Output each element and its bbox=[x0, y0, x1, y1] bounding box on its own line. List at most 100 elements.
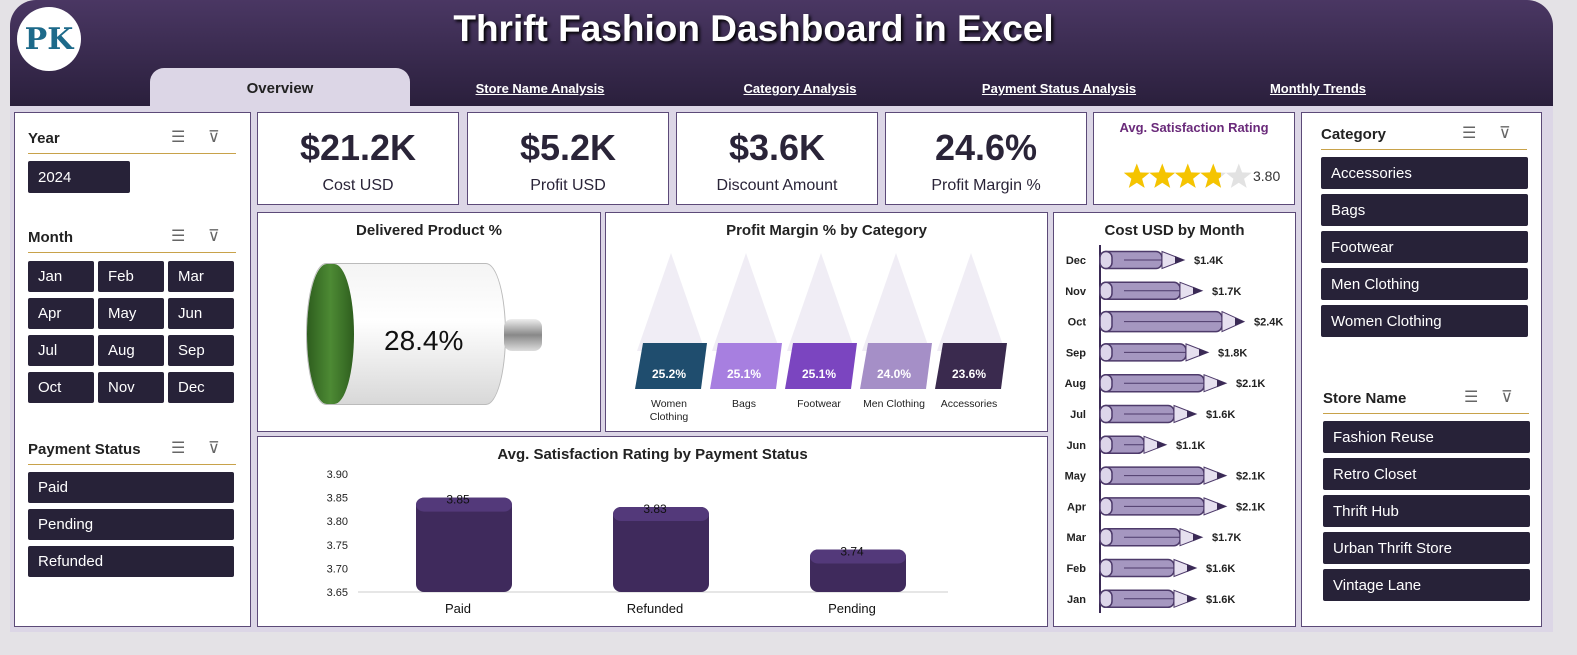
kpi-value: $3.6K bbox=[728, 127, 826, 168]
battery-gauge bbox=[306, 263, 506, 405]
multi-select-icon[interactable]: ☰ bbox=[171, 228, 186, 245]
battery-terminal bbox=[504, 319, 542, 351]
slicer-item-month[interactable]: Mar bbox=[168, 261, 234, 292]
slicer-item-category[interactable]: Footwear bbox=[1321, 231, 1528, 263]
pyramid-bar bbox=[635, 343, 707, 389]
slicer-title-month: Month bbox=[28, 229, 73, 246]
pyramid-top bbox=[937, 253, 1005, 351]
pyramid-bar bbox=[710, 343, 782, 389]
data-label: $2.1K bbox=[1236, 378, 1265, 390]
tab-overview[interactable]: Overview bbox=[150, 68, 410, 106]
slicer-item-year[interactable]: 2024 bbox=[28, 161, 130, 193]
pyramid-bar bbox=[860, 343, 932, 389]
kpi-card: 24.6% Profit Margin % bbox=[885, 112, 1087, 205]
slicer-item-month[interactable]: Nov bbox=[98, 372, 164, 403]
tab-payment-status-analysis[interactable]: Payment Status Analysis bbox=[981, 81, 1137, 96]
star-icon bbox=[1149, 163, 1176, 188]
tab-monthly-trends[interactable]: Monthly Trends bbox=[1269, 81, 1367, 96]
slicer-item-category[interactable]: Women Clothing bbox=[1321, 305, 1528, 337]
slicer-item-store[interactable]: Fashion Reuse bbox=[1323, 421, 1530, 453]
bar-top bbox=[810, 549, 906, 564]
slicer-item-month[interactable]: May bbox=[98, 298, 164, 329]
star-icon bbox=[1124, 163, 1150, 188]
slicer-item-category[interactable]: Men Clothing bbox=[1321, 268, 1528, 300]
data-label: $1.6K bbox=[1206, 594, 1235, 606]
slicer-item-month[interactable]: Feb bbox=[98, 261, 164, 292]
data-label: 3.83 bbox=[643, 502, 667, 516]
kpi-value: $5.2K bbox=[519, 127, 617, 168]
star-icon bbox=[1200, 163, 1221, 188]
clear-filter-icon[interactable]: ⊽ bbox=[1501, 389, 1513, 406]
rating-title: Avg. Satisfaction Rating bbox=[1119, 120, 1269, 135]
slicer-item-store[interactable]: Vintage Lane bbox=[1323, 569, 1530, 601]
slicer-item-store[interactable]: Thrift Hub bbox=[1323, 495, 1530, 527]
month-label: Jun bbox=[1066, 440, 1086, 452]
multi-select-icon[interactable]: ☰ bbox=[1462, 125, 1477, 142]
month-label: Nov bbox=[1065, 286, 1087, 298]
slicer-item-month[interactable]: Sep bbox=[168, 335, 234, 366]
pencil-bar bbox=[1099, 527, 1204, 547]
slicer-item-month[interactable]: Jun bbox=[168, 298, 234, 329]
category-label: Accessories bbox=[941, 398, 998, 410]
star-icon bbox=[1225, 163, 1252, 188]
logo: PK bbox=[17, 7, 81, 71]
data-label: 3.74 bbox=[840, 545, 864, 559]
slicer-item-store[interactable]: Urban Thrift Store bbox=[1323, 532, 1530, 564]
month-label: Apr bbox=[1067, 501, 1087, 513]
left-slicer-panel bbox=[14, 112, 251, 627]
slicer-divider bbox=[1321, 149, 1527, 150]
data-label: $1.6K bbox=[1206, 409, 1235, 421]
pyramid-top bbox=[637, 253, 705, 351]
data-label: $1.6K bbox=[1206, 563, 1235, 575]
slicer-item-month[interactable]: Aug bbox=[98, 335, 164, 366]
multi-select-icon[interactable]: ☰ bbox=[171, 129, 186, 146]
slicer-item-month[interactable]: Apr bbox=[28, 298, 94, 329]
month-label: Oct bbox=[1068, 317, 1087, 329]
clear-filter-icon[interactable]: ⊽ bbox=[208, 228, 220, 245]
slicer-item-month[interactable]: Jul bbox=[28, 335, 94, 366]
category-label: Footwear bbox=[797, 398, 841, 410]
kpi-avg-satisfaction: Avg. Satisfaction Rating 3.80 bbox=[1093, 112, 1295, 205]
category-label: Men Clothing bbox=[863, 398, 925, 410]
data-label: 25.1% bbox=[727, 367, 761, 381]
clear-filter-icon[interactable]: ⊽ bbox=[208, 440, 220, 457]
chart-title: Profit Margin % by Category bbox=[726, 222, 927, 239]
slicer-divider bbox=[28, 252, 236, 253]
slicer-item-payment[interactable]: Paid bbox=[28, 472, 234, 503]
clear-filter-icon[interactable]: ⊽ bbox=[1499, 125, 1511, 142]
slicer-item-category[interactable]: Bags bbox=[1321, 194, 1528, 226]
month-label: Jan bbox=[1067, 594, 1086, 606]
month-label: Aug bbox=[1065, 378, 1086, 390]
rating-value: 3.80 bbox=[1253, 168, 1281, 184]
slicer-item-payment[interactable]: Refunded bbox=[28, 546, 234, 577]
kpi-card: $3.6K Discount Amount bbox=[676, 112, 878, 205]
slicer-item-category[interactable]: Accessories bbox=[1321, 157, 1528, 189]
category-label: Women bbox=[651, 398, 687, 410]
slicer-item-payment[interactable]: Pending bbox=[28, 509, 234, 540]
cost-by-month-chart: Cost USD by Month Dec $1.4K Nov $1.7K Oct $2.… bbox=[1053, 212, 1296, 627]
multi-select-icon[interactable]: ☰ bbox=[171, 440, 186, 457]
slicer-divider bbox=[1323, 413, 1529, 414]
chart-title: Avg. Satisfaction Rating by Payment Stat… bbox=[497, 446, 808, 463]
y-tick-label: 3.75 bbox=[327, 540, 348, 552]
chart-title: Cost USD by Month bbox=[1104, 222, 1245, 239]
star-rating bbox=[1124, 163, 1252, 188]
slicer-item-month[interactable]: Oct bbox=[28, 372, 94, 403]
data-label: $1.7K bbox=[1212, 532, 1241, 544]
bar-top bbox=[416, 497, 512, 512]
kpi-label: Profit USD bbox=[530, 177, 606, 194]
clear-filter-icon[interactable]: ⊽ bbox=[208, 129, 220, 146]
tab-store-name-analysis[interactable]: Store Name Analysis bbox=[475, 81, 605, 96]
slicer-title-payment: Payment Status bbox=[28, 441, 141, 458]
multi-select-icon[interactable]: ☰ bbox=[1464, 389, 1479, 406]
slicer-item-month[interactable]: Dec bbox=[168, 372, 234, 403]
pencil-bar bbox=[1099, 310, 1246, 333]
kpi-card: $21.2K Cost USD bbox=[257, 112, 459, 205]
data-label: 24.0% bbox=[877, 367, 911, 381]
slicer-item-store[interactable]: Retro Closet bbox=[1323, 458, 1530, 490]
data-label: 25.2% bbox=[652, 367, 686, 381]
page-title: Thrift Fashion Dashboard in Excel bbox=[453, 8, 1054, 49]
slicer-item-month[interactable]: Jan bbox=[28, 261, 94, 292]
tab-category-analysis[interactable]: Category Analysis bbox=[743, 81, 857, 96]
kpi-value: 24.6% bbox=[934, 127, 1038, 168]
